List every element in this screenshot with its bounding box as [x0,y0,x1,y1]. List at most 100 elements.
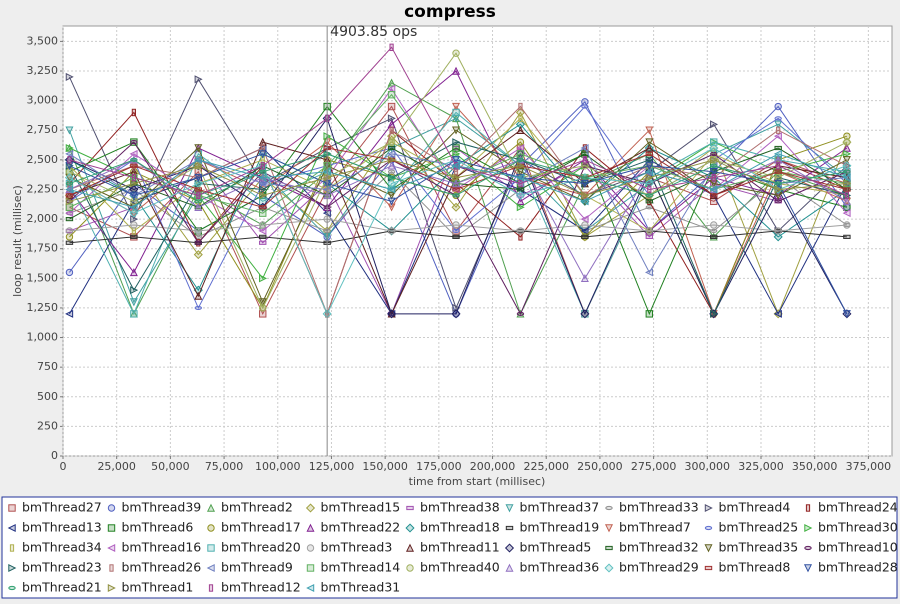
marker [194,202,203,211]
marker [842,173,851,182]
legend-item: bmThread23 [8,560,102,575]
marker [387,309,397,319]
marker [107,504,116,512]
marker [194,173,203,182]
y-tick-label: 2,250 [27,182,59,195]
marker [452,156,461,165]
legend-label: bmThread2 [221,500,293,515]
marker [452,187,460,192]
marker [605,505,613,511]
x-tick-label: 25,000 [97,460,136,473]
marker [842,156,851,165]
marker [605,545,613,551]
legend-label: bmThread7 [619,520,691,535]
y-tick-label: 3,500 [27,34,59,47]
marker [774,145,782,151]
marker [258,298,267,307]
marker [710,228,718,234]
x-tick-label: 225,000 [523,460,569,473]
marker [387,169,396,174]
series [65,155,852,206]
marker [580,215,589,224]
legend-item: bmThread16 [107,540,201,555]
x-tick-label: 50,000 [151,460,190,473]
marker [644,167,654,176]
legend-label: bmThread34 [22,540,102,555]
marker [505,504,514,513]
marker [844,191,849,200]
marker [645,126,654,135]
marker [194,305,203,311]
marker [710,138,718,146]
marker [580,273,589,283]
marker [193,155,203,164]
marker [194,291,203,300]
marker [387,114,396,123]
legend-item: bmThread33 [605,500,699,515]
legend-item: bmThread15 [305,500,400,515]
y-tick-label: 0 [51,449,58,462]
x-axis-label: time from start (millisec) [409,475,546,488]
legend-label: bmThread36 [520,560,600,575]
marker [259,185,268,194]
marker [711,173,716,182]
legend-item: bmThread30 [804,520,898,535]
legend-item: bmThread13 [7,520,102,535]
marker [452,138,461,147]
x-tick-label: 175,000 [416,460,462,473]
legend-label: bmThread20 [221,540,301,555]
marker [645,151,654,157]
legend-item: bmThread8 [704,560,790,575]
marker [65,144,74,153]
marker [129,149,138,158]
marker [843,169,851,174]
marker [452,228,460,234]
y-tick-label: 500 [37,390,58,403]
marker [580,179,589,188]
x-tick-label: 125,000 [309,460,355,473]
marker [774,227,782,235]
legend-item: bmThread38 [406,500,500,515]
marker [604,563,614,573]
marker [704,503,713,513]
legend-label: bmThread18 [420,520,500,535]
marker [406,505,414,511]
marker [644,268,654,277]
series [65,150,851,319]
y-tick-label: 3,000 [27,94,59,107]
marker [208,584,214,592]
marker [387,149,396,158]
legend-label: bmThread6 [122,520,194,535]
marker [516,173,525,182]
series [65,151,851,204]
legend-label: bmThread37 [520,500,600,515]
marker [259,205,267,210]
marker [774,185,783,194]
chart-title: compress [404,2,496,22]
marker [129,191,138,200]
series-line [69,218,847,232]
series [65,215,851,235]
legend-label: bmThread38 [420,500,500,515]
marker [710,234,718,239]
legend-item: bmThread3 [306,540,392,555]
legend-label: bmThread11 [420,540,500,555]
marker [516,203,525,212]
x-tick-label: 75,000 [205,460,244,473]
marker [645,227,654,235]
marker [581,104,589,109]
legend-item: bmThread31 [306,580,400,595]
marker [194,240,203,245]
marker [516,125,525,134]
marker [710,309,719,318]
marker [843,187,851,192]
marker [776,126,781,134]
plot [64,43,852,319]
x-tick-label: 275,000 [631,460,677,473]
marker [515,190,526,200]
marker [452,126,461,135]
marker [131,108,136,117]
series-line [69,153,847,202]
marker [505,525,514,531]
